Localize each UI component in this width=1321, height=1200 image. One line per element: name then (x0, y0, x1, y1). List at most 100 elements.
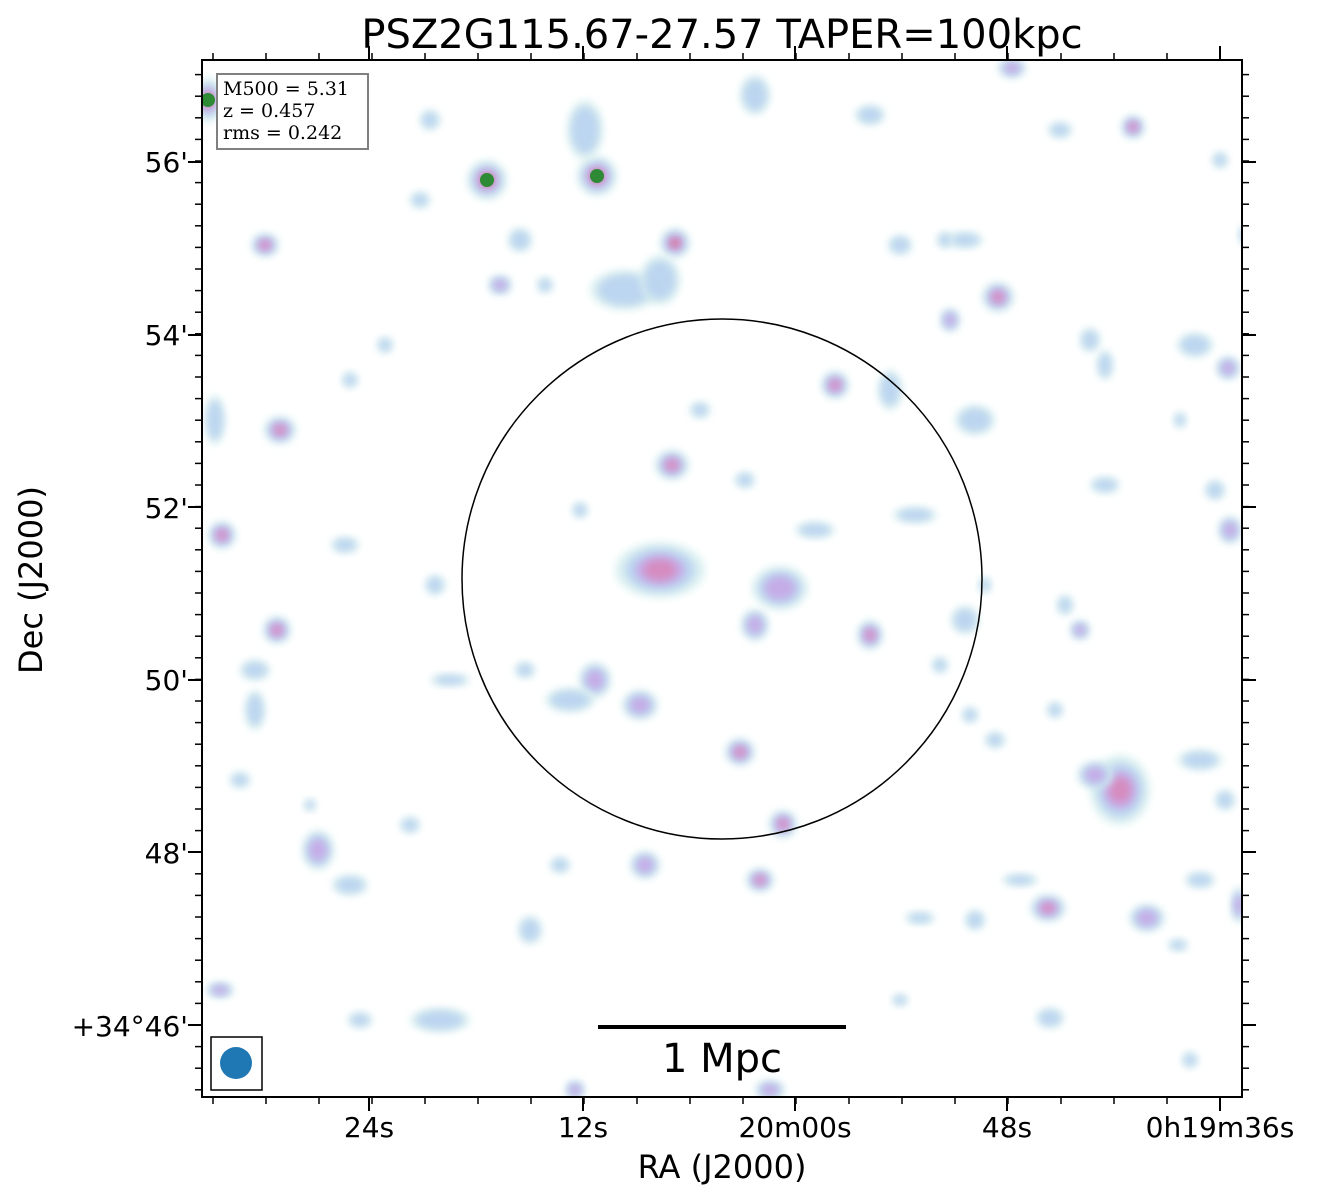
emission-contour (1004, 62, 1020, 74)
y-tick-label: 56' (145, 146, 188, 179)
y-axis-label: Dec (J2000) (12, 486, 50, 674)
info-box: M500 = 5.31 z = 0.457 rms = 0.242 (216, 73, 369, 150)
y-tick-label: 48' (145, 837, 188, 870)
emission-contour (274, 424, 286, 436)
emission-contour (897, 508, 933, 522)
emission-contour (1085, 767, 1105, 783)
emission-contour (761, 1084, 779, 1096)
emission-contour (1093, 478, 1117, 492)
emission-contour (1217, 792, 1233, 808)
emission-contour (334, 538, 356, 552)
emission-contour (343, 373, 357, 387)
emission-contour (1180, 335, 1210, 355)
x-tick-label: 20m00s (738, 1111, 851, 1144)
emission-contour (550, 690, 590, 710)
emission-contour (692, 403, 708, 417)
emission-contour (671, 239, 679, 247)
emission-contour (829, 379, 841, 391)
emission-contour (1188, 873, 1212, 887)
info-redshift: z = 0.457 (223, 100, 315, 122)
scale-bar-label: 1 Mpc (662, 1036, 782, 1082)
emission-contour (967, 912, 983, 928)
emission-contour (1048, 703, 1062, 717)
info-rms: rms = 0.242 (223, 122, 342, 144)
beam-ellipse (220, 1047, 252, 1079)
emission-contour (865, 629, 875, 641)
emission-contour (1128, 122, 1138, 132)
emission-contour (1039, 1010, 1061, 1026)
emission-contour (1221, 361, 1235, 375)
info-mass: M500 = 5.31 (223, 78, 349, 100)
y-tick-label: 50' (145, 664, 188, 697)
emission-peak (202, 93, 215, 107)
x-tick-label: 12s (558, 1111, 608, 1144)
emission-contour (1213, 153, 1227, 167)
emission-contour (271, 624, 283, 636)
emission-contour (1207, 482, 1223, 498)
emission-contour (1170, 940, 1186, 950)
emission-contour (1050, 123, 1070, 137)
beam-indicator (210, 1036, 263, 1091)
emission-contour (216, 529, 228, 541)
emission-contour (427, 577, 443, 593)
y-tick-labels: +34°46' 48' 50' 52' 54' 56' (72, 146, 188, 1043)
y-tick-label: 52' (145, 492, 188, 525)
emission-contour (510, 230, 530, 250)
emission-contour (644, 260, 676, 300)
emission-contour (764, 575, 796, 601)
emission-contour (552, 858, 568, 872)
x-tick-label: 48s (982, 1111, 1032, 1144)
emission-contour (1183, 1053, 1197, 1067)
emission-contour (586, 670, 604, 690)
x-tick-labels: 24s 12s 20m00s 48s 0h19m36s (344, 1111, 1294, 1144)
emission-contour (987, 733, 1003, 747)
emission-contour (933, 658, 947, 672)
emission-contour (493, 279, 507, 291)
emission-peak (480, 173, 494, 187)
y-tick-label: +34°46' (72, 1010, 188, 1043)
emission-contour (569, 1084, 581, 1096)
emission-contour (1223, 522, 1237, 538)
emission-contour (944, 313, 956, 327)
emission-contour (570, 106, 600, 154)
emission-contour (212, 985, 228, 995)
emission-contour (378, 338, 392, 352)
emission-contour (1005, 875, 1035, 885)
emission-contour (665, 459, 679, 471)
y-tick-label: 54' (145, 319, 188, 352)
emission-contour (643, 559, 677, 581)
emission-contour (517, 663, 533, 677)
flux-image (202, 60, 1242, 1097)
emission-contour (350, 1013, 370, 1027)
emission-contour (858, 107, 882, 123)
emission-contour (1182, 752, 1218, 768)
emission-contour (1074, 624, 1086, 636)
emission-contour (247, 694, 263, 726)
emission-contour (597, 274, 653, 306)
chart-title: PSZ2G115.67-27.57 TAPER=100kpc (361, 12, 1082, 58)
x-axis-label: RA (J2000) (638, 1148, 807, 1186)
emission-contour (747, 616, 763, 634)
emission-contour (959, 408, 991, 432)
emission-contour (1137, 910, 1157, 926)
emission-contour (908, 913, 932, 923)
emission-contour (737, 473, 753, 487)
r500-circle (461, 318, 983, 840)
emission-contour (573, 503, 587, 517)
emission-contour (734, 746, 746, 758)
emission-contour (992, 291, 1004, 303)
emission-contour (434, 675, 466, 685)
emission-contour (1234, 895, 1242, 915)
scale-bar: 1 Mpc (598, 1025, 846, 1082)
emission-contour (743, 79, 767, 111)
emission-contour (335, 877, 365, 893)
emission-contour (954, 609, 976, 631)
emission-contour (630, 696, 650, 714)
emission-contour (777, 818, 789, 830)
emission-contour (416, 1010, 464, 1030)
emission-contour (412, 193, 428, 207)
emission-contour (309, 839, 327, 861)
emission-contour (880, 374, 900, 406)
emission-contour (422, 112, 438, 128)
